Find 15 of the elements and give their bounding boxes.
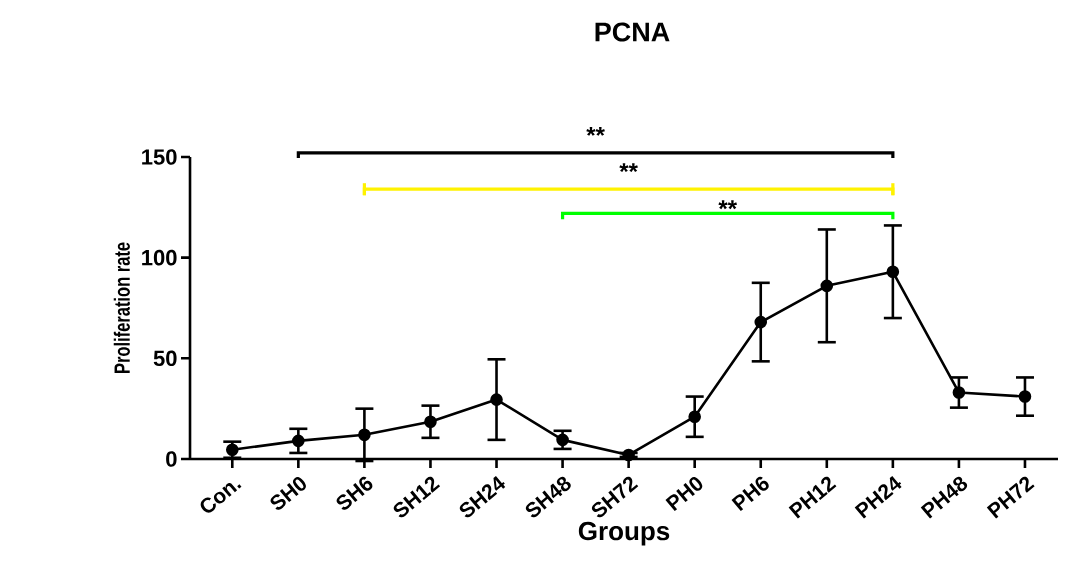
y-axis-title: Proliferation rate [113, 242, 130, 373]
y-tick-label: 0 [166, 451, 177, 467]
x-tick-label: SH6 [336, 476, 373, 510]
annotation: ** [718, 200, 738, 210]
y-tick-label: 100 [142, 249, 177, 266]
y-tick-label: 50 [153, 350, 177, 367]
x-axis-title: Groups [578, 521, 670, 546]
y-tick-label: 150 [142, 149, 177, 165]
text: ** [586, 126, 605, 136]
chart-title: PCNA [595, 22, 670, 42]
x-tick-label: PH0 [665, 477, 703, 512]
annotation: ** [619, 163, 638, 173]
x-tick-label: Con. [200, 483, 242, 513]
x-tick-label: PH6 [731, 476, 769, 512]
x-tick-label: SH0 [270, 477, 306, 510]
